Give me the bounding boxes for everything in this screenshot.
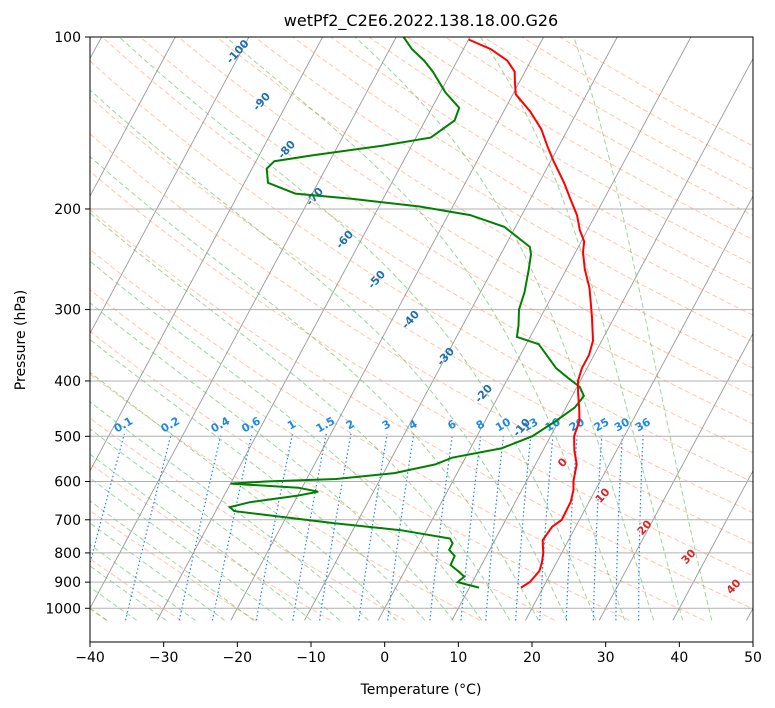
x-tick-label: 10	[449, 650, 467, 666]
figure-background	[0, 0, 775, 708]
x-tick-label: 30	[597, 650, 615, 666]
x-axis-label: Temperature (°C)	[360, 682, 482, 698]
x-tick-label: −10	[296, 650, 326, 666]
x-tick-label: 20	[523, 650, 541, 666]
x-tick-label: 40	[670, 650, 688, 666]
y-tick-label: 800	[54, 546, 81, 562]
y-axis-label: Pressure (hPa)	[13, 290, 29, 390]
x-tick-label: −40	[75, 650, 105, 666]
y-tick-label: 700	[54, 513, 81, 529]
x-tick-label: 0	[380, 650, 389, 666]
chart-title: wetPf2_C2E6.2022.138.18.00.G26	[284, 11, 558, 31]
skewt-chart: wetPf2_C2E6.2022.138.18.00.G26 0.1 0.2 0.4…	[0, 0, 775, 708]
y-tick-label: 600	[54, 475, 81, 491]
y-tick-label: 400	[54, 374, 81, 390]
y-tick-label: 300	[54, 303, 81, 319]
y-tick-label: 500	[54, 429, 81, 445]
y-tick-label: 200	[54, 202, 81, 218]
y-tick-label: 100	[54, 30, 81, 46]
y-tick-label: 900	[54, 575, 81, 591]
x-tick-label: 50	[744, 650, 762, 666]
x-tick-label: −20	[223, 650, 253, 666]
x-tick-label: −30	[149, 650, 179, 666]
y-tick-label: 1000	[45, 601, 81, 617]
